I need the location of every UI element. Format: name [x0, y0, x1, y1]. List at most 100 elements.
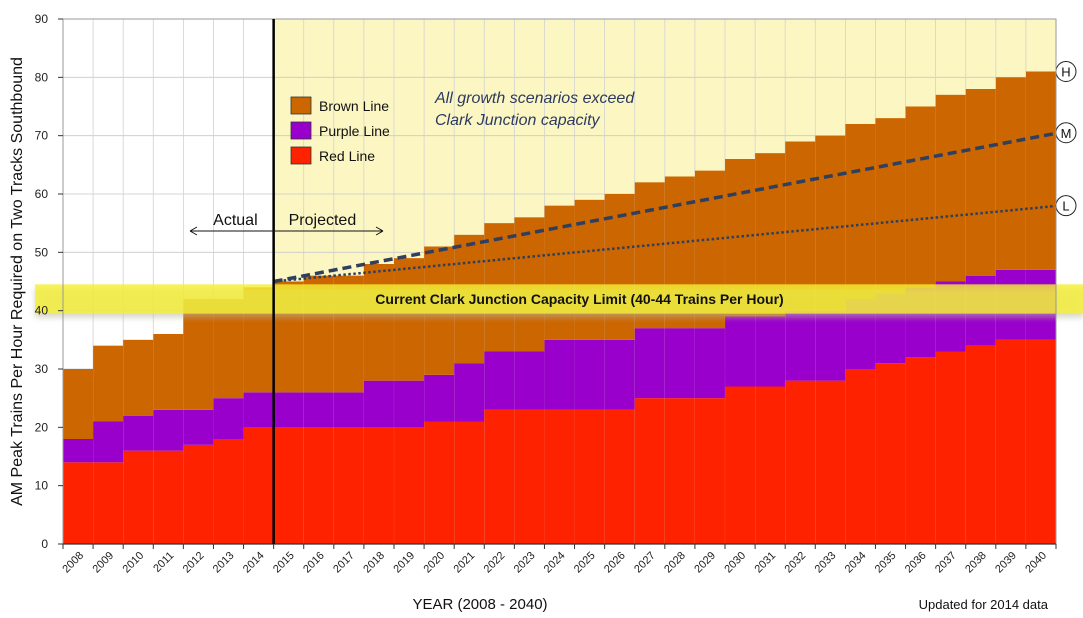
bar-brown-line-2025: [574, 199, 605, 340]
x-tick-label: 2023: [512, 550, 538, 576]
x-tick-label: 2012: [181, 550, 207, 576]
x-tick-label: 2008: [60, 550, 86, 576]
legend-label-red-line: Red Line: [319, 148, 375, 164]
x-tick-label: 2039: [993, 550, 1019, 576]
footnote: Updated for 2014 data: [919, 597, 1049, 612]
bar-red-line-2035: [875, 363, 906, 544]
bar-red-line-2018: [363, 427, 394, 544]
bar-red-line-2022: [484, 409, 515, 544]
actual-label: Actual: [213, 212, 257, 229]
y-tick-label: 60: [35, 187, 49, 201]
bar-purple-line-2032: [785, 310, 816, 381]
bar-red-line-2016: [303, 427, 334, 544]
bar-purple-line-2011: [153, 409, 184, 451]
x-tick-label: 2014: [241, 550, 267, 576]
annotation-line: All growth scenarios exceed: [434, 90, 635, 107]
bar-purple-line-2022: [484, 351, 515, 410]
scenario-label-h: H: [1061, 65, 1070, 80]
bar-red-line-2010: [123, 450, 154, 544]
y-axis-title: AM Peak Trains Per Hour Required on Two …: [9, 57, 26, 506]
bar-red-line-2015: [273, 427, 304, 544]
y-tick-label: 90: [35, 12, 49, 26]
bar-brown-line-2019: [394, 258, 425, 381]
bar-red-line-2039: [995, 339, 1026, 544]
bar-purple-line-2030: [725, 316, 756, 387]
bar-red-line-2011: [153, 450, 184, 544]
bar-red-line-2021: [454, 421, 485, 544]
y-tick-label: 30: [35, 362, 49, 376]
bar-red-line-2008: [63, 462, 94, 544]
bar-purple-line-2029: [694, 328, 725, 399]
x-tick-label: 2027: [632, 550, 658, 576]
capacity-band-label: Current Clark Junction Capacity Limit (4…: [375, 291, 783, 307]
legend-label-purple-line: Purple Line: [319, 123, 390, 139]
bar-red-line-2038: [965, 345, 996, 544]
x-tick-label: 2034: [843, 550, 869, 576]
bar-red-line-2012: [183, 444, 214, 544]
bar-red-line-2014: [243, 427, 274, 544]
bar-red-line-2017: [333, 427, 364, 544]
x-tick-label: 2031: [752, 550, 778, 576]
bar-purple-line-2023: [514, 351, 545, 410]
bar-red-line-2020: [424, 421, 455, 544]
x-tick-label: 2013: [211, 550, 237, 576]
x-tick-label: 2024: [542, 550, 568, 576]
bar-red-line-2032: [785, 380, 816, 544]
x-tick-label: 2032: [783, 550, 809, 576]
bar-purple-line-2010: [123, 415, 154, 451]
x-tick-label: 2018: [361, 550, 387, 576]
y-tick-label: 10: [35, 479, 49, 493]
x-tick-label: 2011: [151, 550, 176, 575]
bar-purple-line-2028: [664, 328, 695, 399]
bar-purple-line-2013: [213, 398, 244, 439]
bar-brown-line-2038: [965, 89, 996, 276]
bar-red-line-2037: [935, 351, 966, 544]
bar-red-line-2026: [604, 409, 635, 544]
bar-brown-line-2009: [93, 345, 124, 422]
scenario-line-l: [273, 204, 1060, 283]
bar-brown-line-2033: [815, 135, 846, 311]
bar-purple-line-2018: [363, 380, 394, 428]
bar-brown-line-2018: [363, 264, 394, 381]
bar-purple-line-2015: [273, 392, 304, 428]
bar-red-line-2030: [725, 386, 756, 544]
bar-purple-line-2012: [183, 409, 214, 445]
legend-swatch-purple-line: [290, 121, 312, 140]
bar-purple-line-2027: [634, 328, 665, 399]
bar-red-line-2029: [694, 398, 725, 544]
bar-red-line-2028: [664, 398, 695, 544]
bar-purple-line-2031: [755, 316, 786, 387]
x-tick-label: 2021: [452, 550, 478, 576]
bar-purple-line-2025: [574, 339, 605, 410]
bar-red-line-2025: [574, 409, 605, 544]
x-tick-label: 2028: [662, 550, 688, 576]
y-tick-label: 0: [41, 537, 48, 551]
bar-brown-line-2036: [905, 106, 936, 288]
bar-purple-line-2016: [303, 392, 334, 428]
x-tick-label: 2015: [271, 550, 297, 576]
bar-purple-line-2009: [93, 421, 124, 463]
bar-purple-line-2021: [454, 363, 485, 422]
bar-purple-line-2017: [333, 392, 364, 428]
bar-red-line-2009: [93, 462, 124, 544]
arrowhead-right: [375, 226, 384, 236]
bar-red-line-2019: [394, 427, 425, 544]
arrowhead-left: [189, 226, 198, 236]
x-tick-label: 2010: [121, 550, 147, 576]
bar-brown-line-2035: [875, 118, 906, 294]
bar-purple-line-2033: [815, 310, 846, 381]
x-tick-label: 2016: [301, 550, 327, 576]
bar-brown-line-2032: [785, 141, 816, 311]
bar-purple-line-2026: [604, 339, 635, 410]
x-tick-label: 2019: [391, 550, 417, 576]
x-tick-label: 2038: [963, 550, 989, 576]
y-tick-label: 20: [35, 420, 49, 434]
x-axis-title: YEAR (2008 - 2040): [412, 596, 547, 613]
bar-red-line-2040: [1025, 339, 1056, 544]
x-tick-label: 2036: [903, 550, 929, 576]
bar-red-line-2036: [905, 357, 936, 544]
x-tick-label: 2033: [813, 550, 839, 576]
x-tick-label: 2037: [933, 550, 959, 576]
x-tick-label: 2035: [873, 550, 899, 576]
